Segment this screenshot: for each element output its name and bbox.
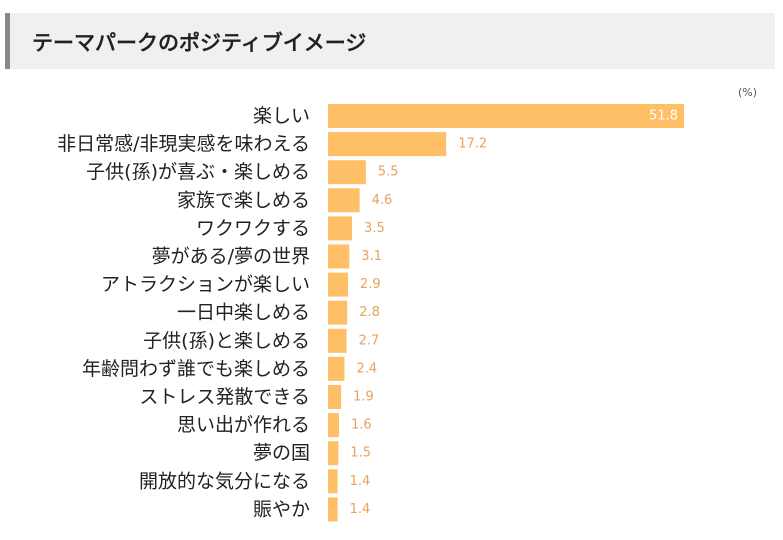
- bar: [328, 441, 339, 466]
- bar: [328, 216, 353, 241]
- value-label: 5.5: [378, 165, 399, 180]
- bar: [328, 244, 350, 269]
- value-label: 4.6: [372, 193, 393, 208]
- bar: [328, 300, 348, 325]
- bar: [328, 497, 338, 522]
- category-label: 思い出が作れる: [177, 414, 310, 436]
- page-title: テーマパークのポジティブイメージ: [32, 31, 367, 55]
- bar: [328, 104, 684, 128]
- bar: [328, 356, 345, 381]
- category-label: 一日中楽しめる: [177, 302, 310, 324]
- category-label: 非日常感/非現実感を味わえる: [57, 133, 310, 155]
- bar: [328, 469, 338, 494]
- value-label: 17.2: [458, 137, 487, 152]
- value-label: 51.8: [649, 109, 678, 124]
- value-label: 3.1: [361, 249, 382, 264]
- category-label: ワクワクする: [196, 217, 310, 239]
- value-label: 3.5: [364, 221, 385, 236]
- value-label: 1.9: [353, 390, 374, 405]
- unit-label: (%): [738, 86, 758, 99]
- value-label: 2.7: [359, 333, 380, 348]
- category-label: 開放的な気分になる: [139, 470, 310, 492]
- category-label: 夢がある/夢の世界: [152, 246, 310, 268]
- value-label: 2.9: [360, 277, 381, 292]
- category-label: 家族で楽しめる: [177, 189, 310, 211]
- category-label: 賑やか: [253, 498, 310, 520]
- bar: [328, 272, 348, 297]
- bar: [328, 188, 360, 213]
- value-label: 1.5: [350, 446, 371, 461]
- category-label: 子供(孫)が喜ぶ・楽しめる: [86, 161, 310, 183]
- value-label: 2.4: [356, 361, 377, 376]
- bar: [328, 160, 366, 185]
- value-label: 1.4: [350, 502, 371, 517]
- category-label: ストレス発散できる: [139, 386, 310, 408]
- bar: [328, 385, 342, 409]
- bar: [328, 413, 339, 438]
- category-label: 子供(孫)と楽しめる: [143, 330, 310, 352]
- bar: [328, 328, 347, 353]
- category-label: アトラクションが楽しい: [101, 274, 310, 296]
- value-label: 1.4: [350, 474, 371, 489]
- category-label: 夢の国: [253, 442, 310, 464]
- value-label: 2.8: [359, 305, 380, 320]
- value-label: 1.6: [351, 418, 372, 433]
- category-label: 年齢問わず誰でも楽しめる: [82, 358, 310, 380]
- category-label: 楽しい: [253, 105, 310, 127]
- bar: [328, 132, 447, 157]
- chart-title-bar: テーマパークのポジティブイメージ: [5, 13, 775, 69]
